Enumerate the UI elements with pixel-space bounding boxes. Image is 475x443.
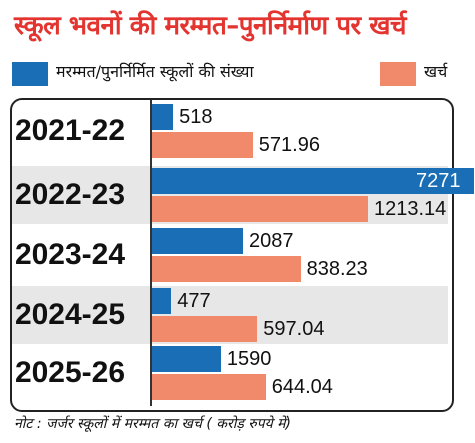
- bar-count: [150, 104, 174, 130]
- value-label-count: 477: [177, 290, 211, 312]
- bar-expense: [150, 316, 258, 342]
- year-label: 2024-25: [14, 298, 126, 331]
- year-label: 2022-23: [14, 178, 126, 211]
- legend-swatch-expense: [380, 62, 416, 86]
- bar-count: [150, 288, 172, 314]
- year-label: 2025-26: [14, 356, 126, 389]
- bar-expense: [150, 132, 253, 158]
- value-label-expense: 571.96: [258, 134, 320, 156]
- legend-label-expense: खर्च: [424, 62, 448, 81]
- bar-expense: [150, 256, 301, 282]
- value-label-expense: 597.04: [263, 318, 325, 340]
- value-label-expense: 644.04: [271, 376, 333, 398]
- value-label-count: 518: [179, 106, 213, 128]
- bar-expense: [150, 196, 368, 222]
- chart-title: स्कूल भवनों की मरम्मत–पुनर्निर्माण पर खर…: [14, 11, 407, 41]
- bar-count: [150, 346, 221, 372]
- value-label-expense: 838.23: [306, 258, 368, 280]
- bar-count: [150, 168, 474, 194]
- legend-label-count: मरम्मत/पुनर्निर्मित स्कूलों की संख्या: [56, 62, 254, 81]
- value-label-count: 2087: [248, 230, 294, 252]
- chart-note: नोट : जर्जर स्कूलों में मरम्मत का खर्च (…: [14, 416, 291, 432]
- chart-axis: [150, 100, 152, 406]
- year-label: 2021-22: [14, 114, 126, 147]
- value-label-count: 1590: [226, 348, 272, 370]
- year-label: 2023-24: [14, 238, 126, 271]
- value-label-expense: 1213.14: [374, 198, 447, 220]
- value-label-count: 7271: [416, 170, 461, 192]
- legend-swatch-count: [12, 62, 48, 86]
- bar-expense: [150, 374, 266, 400]
- bar-count: [150, 228, 243, 254]
